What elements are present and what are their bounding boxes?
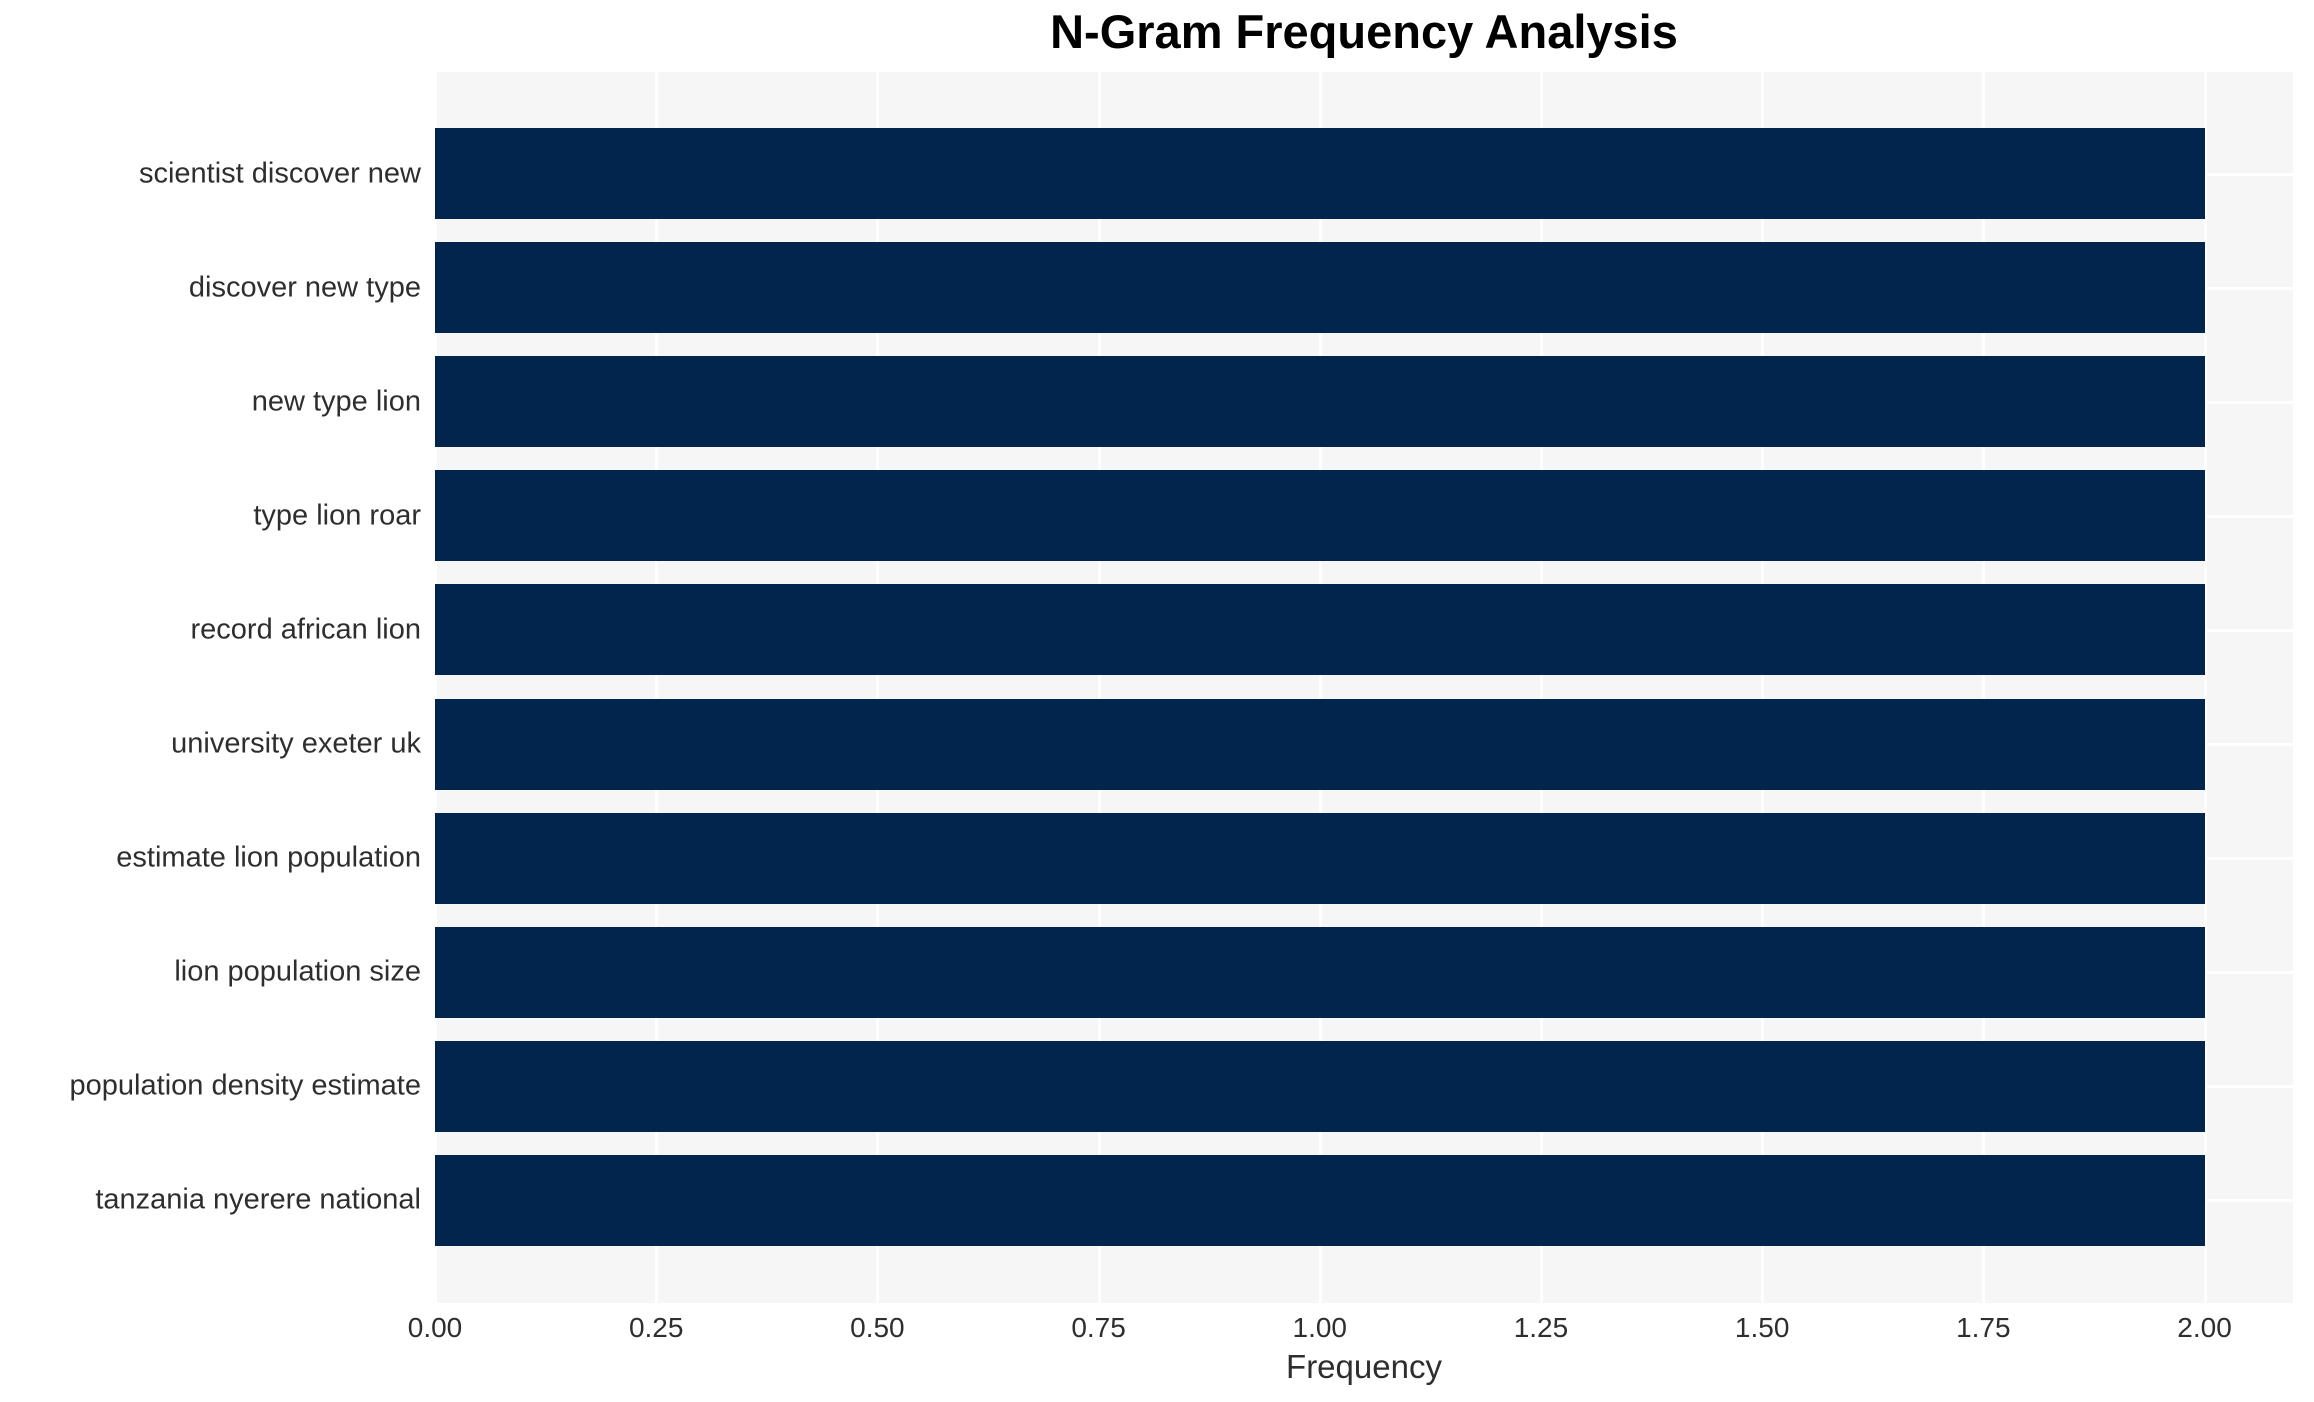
vertical-gridline <box>1539 72 1543 1303</box>
bar-scientist-discover-new <box>435 128 2205 219</box>
y-tick-label: estimate lion population <box>116 841 421 874</box>
vertical-gridline <box>655 72 659 1303</box>
x-tick-label: 0.50 <box>850 1312 905 1343</box>
y-tick-label: lion population size <box>174 955 421 988</box>
y-tick-label: tanzania nyerere national <box>95 1183 421 1216</box>
vertical-gridline <box>1761 72 1765 1303</box>
y-tick-label: record african lion <box>190 613 422 646</box>
vertical-gridline <box>1097 72 1101 1303</box>
bar-new-type-lion <box>435 356 2205 448</box>
y-tick-label: population density estimate <box>69 1069 421 1102</box>
x-axis-label: Frequency <box>1286 1348 1442 1385</box>
vertical-gridline <box>2203 72 2207 1303</box>
bar-population-density-estimate <box>435 1040 2205 1132</box>
x-tick-label: 1.50 <box>1734 1312 1790 1343</box>
x-tick-label: 0.75 <box>1071 1312 1126 1343</box>
vertical-gridline <box>1318 72 1322 1303</box>
y-tick-label: discover new type <box>188 271 421 304</box>
chart-title: N-Gram Frequency Analysis <box>1050 5 1678 58</box>
bar-estimate-lion-population <box>435 812 2205 904</box>
vertical-gridline <box>434 72 437 1303</box>
y-tick-label: type lion roar <box>253 499 421 532</box>
y-tick-label: scientist discover new <box>138 157 421 189</box>
x-tick-label: 2.00 <box>2177 1312 2232 1343</box>
bar-discover-new-type <box>435 242 2205 334</box>
bar-university-exeter-uk <box>435 698 2205 790</box>
x-tick-label: 0.25 <box>628 1312 684 1343</box>
bar-type-lion-roar <box>435 470 2205 562</box>
x-tick-label: 1.00 <box>1292 1312 1348 1343</box>
x-tick-label: 0.00 <box>407 1312 463 1343</box>
bar-lion-population-size <box>435 926 2205 1018</box>
vertical-gridline <box>1982 72 1986 1303</box>
x-tick-label: 1.75 <box>1956 1312 2011 1343</box>
x-tick-label: 1.25 <box>1513 1312 1569 1343</box>
vertical-gridline <box>876 72 880 1303</box>
plot-area <box>434 72 2293 1303</box>
y-tick-label: new type lion <box>251 385 421 418</box>
bar-record-african-lion <box>435 584 2205 676</box>
bar-tanzania-nyerere-national <box>435 1154 2205 1246</box>
y-tick-label: university exeter uk <box>171 727 421 760</box>
